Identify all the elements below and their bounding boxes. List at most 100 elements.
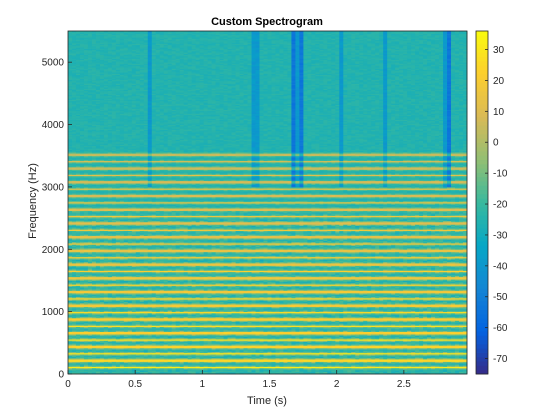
heatmap-cell xyxy=(103,128,109,130)
heatmap-cell xyxy=(91,79,97,82)
heatmap-cell xyxy=(75,59,81,62)
heatmap-cell xyxy=(99,153,105,155)
heatmap-cell xyxy=(99,210,105,213)
heatmap-cell xyxy=(103,38,109,41)
heatmap-cell xyxy=(91,315,97,318)
heatmap-cell xyxy=(107,372,113,375)
heatmap-cell xyxy=(68,292,73,295)
heatmap-cell xyxy=(107,104,113,107)
heatmap-cell xyxy=(79,140,85,143)
heatmap-cell xyxy=(71,107,77,109)
heatmap-cell xyxy=(87,133,93,135)
heatmap-cell xyxy=(95,294,101,296)
heatmap-cell xyxy=(87,189,93,192)
heatmap-cell xyxy=(68,346,73,349)
heatmap-cell xyxy=(91,214,97,216)
heatmap-cell xyxy=(107,99,113,102)
heatmap-cell xyxy=(79,225,85,228)
heatmap-cell xyxy=(99,79,105,82)
heatmap-cell xyxy=(111,169,117,172)
heatmap-cell xyxy=(99,253,105,255)
heatmap-cell xyxy=(107,186,113,189)
heatmap-cell xyxy=(87,60,93,63)
heatmap-cell xyxy=(79,170,85,173)
heatmap-cell xyxy=(71,153,77,155)
heatmap-cell xyxy=(87,37,93,39)
heatmap-cell xyxy=(83,63,89,66)
heatmap-cell xyxy=(79,226,85,229)
heatmap-cell xyxy=(75,77,81,79)
heatmap-cell xyxy=(87,274,93,276)
heatmap-cell xyxy=(95,132,101,134)
heatmap-cell xyxy=(107,54,113,57)
heatmap-cell xyxy=(79,208,85,210)
heatmap-cell xyxy=(83,220,89,223)
heatmap-cell xyxy=(87,40,93,43)
heatmap-cell xyxy=(71,170,77,173)
heatmap-cell xyxy=(115,302,121,305)
heatmap-cell xyxy=(107,140,113,143)
heatmap-cell xyxy=(91,158,97,160)
heatmap-cell xyxy=(91,179,97,182)
heatmap-cell xyxy=(107,181,113,184)
heatmap-cell xyxy=(83,370,89,372)
heatmap-cell xyxy=(91,302,97,305)
heatmap-cell xyxy=(83,347,89,350)
heatmap-cell xyxy=(71,97,77,99)
heatmap-cell xyxy=(83,214,89,216)
heatmap-cell xyxy=(71,244,77,246)
heatmap-cell xyxy=(103,178,109,180)
heatmap-cell xyxy=(107,211,113,214)
heatmap-cell xyxy=(95,125,101,128)
heatmap-cell xyxy=(107,221,113,224)
heatmap-cell xyxy=(91,228,97,230)
heatmap-cell xyxy=(83,83,89,86)
heatmap-cell xyxy=(71,156,77,159)
heatmap-cell xyxy=(91,62,97,64)
heatmap-cell xyxy=(79,302,85,305)
heatmap-cell xyxy=(107,194,113,197)
heatmap-cell xyxy=(107,256,113,259)
heatmap-cell xyxy=(95,174,101,177)
heatmap-cell xyxy=(107,220,113,223)
heatmap-cell xyxy=(79,355,85,357)
heatmap-cell xyxy=(111,372,117,375)
heatmap-cell xyxy=(95,178,101,180)
heatmap-cell xyxy=(79,300,85,303)
heatmap-cell xyxy=(83,112,89,114)
heatmap-cell xyxy=(107,299,113,301)
heatmap-cell xyxy=(71,89,77,92)
heatmap-cell xyxy=(87,82,93,84)
heatmap-cell xyxy=(71,40,77,43)
heatmap-cell xyxy=(111,290,117,293)
heatmap-cell xyxy=(68,266,73,269)
heatmap-cell xyxy=(99,326,105,329)
heatmap-cell xyxy=(75,213,81,215)
heatmap-cell xyxy=(68,206,73,209)
heatmap-cell xyxy=(111,360,117,362)
heatmap-cell xyxy=(87,287,93,290)
heatmap-cell xyxy=(99,148,105,150)
heatmap-cell xyxy=(79,255,85,258)
heatmap-cell xyxy=(111,311,117,314)
heatmap-cell xyxy=(68,99,73,102)
heatmap-cell xyxy=(75,78,81,81)
heatmap-cell xyxy=(71,110,77,113)
heatmap-cell xyxy=(68,133,73,135)
heatmap-cell xyxy=(75,183,81,185)
heatmap-cell xyxy=(99,174,105,177)
heatmap-cell xyxy=(79,254,85,256)
heatmap-cell xyxy=(111,139,117,142)
heatmap-cell xyxy=(91,120,97,123)
heatmap-cell xyxy=(83,69,89,72)
heatmap-cell xyxy=(83,204,89,207)
heatmap-cell xyxy=(95,130,101,133)
heatmap-cell xyxy=(75,144,81,147)
heatmap-cell xyxy=(99,64,105,67)
heatmap-cell xyxy=(111,370,117,372)
heatmap-cell xyxy=(107,354,113,356)
heatmap-cell xyxy=(107,59,113,62)
heatmap-cell xyxy=(115,371,121,374)
heatmap-cell xyxy=(83,74,89,77)
heatmap-cell xyxy=(83,65,89,68)
